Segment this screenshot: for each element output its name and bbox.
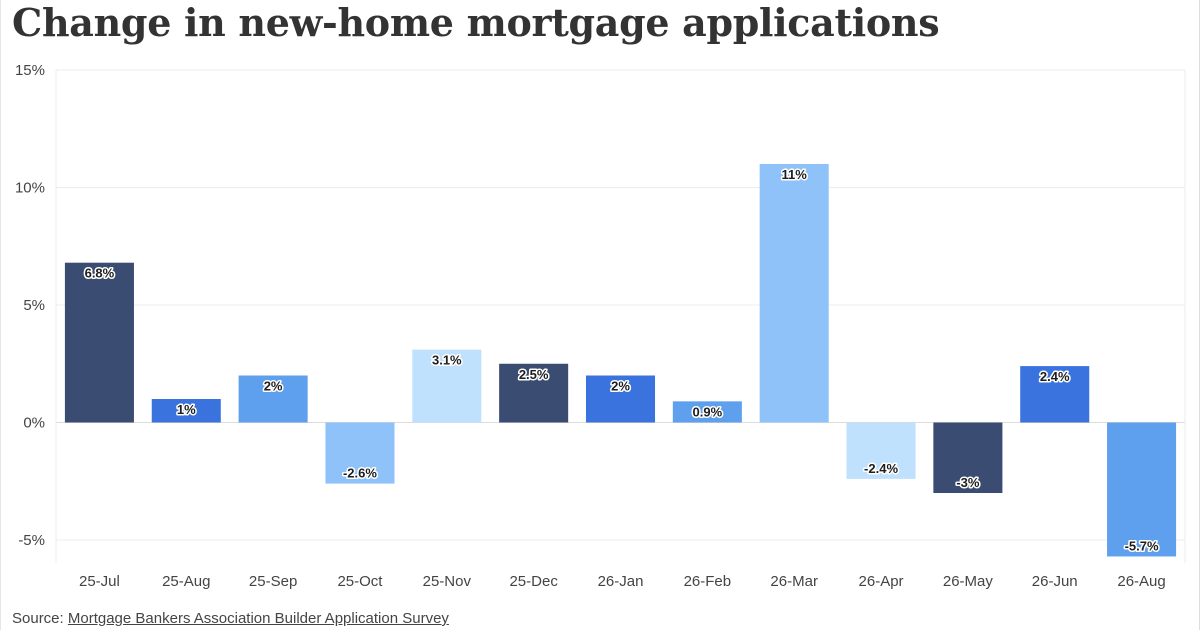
chart-title: Change in new-home mortgage applications — [12, 0, 940, 45]
bar-25-Nov — [412, 349, 482, 423]
source-link[interactable]: Mortgage Bankers Association Builder App… — [67, 610, 449, 627]
x-tick-label: 25-Aug — [162, 573, 210, 590]
left-border — [0, 0, 1, 630]
bar-25-Aug — [151, 399, 221, 423]
x-tick-label: 25-Nov — [423, 573, 472, 590]
data-labels: 6.8% 1% 2% -2.6% 3.1% 2.5% 2% 0.9% 11% -2.4% -3% 2.… — [83, 166, 1160, 555]
data-label: 6.8% — [85, 266, 115, 281]
data-label: -2.6% — [343, 466, 377, 481]
x-tick-label: 26-Jun — [1032, 573, 1078, 590]
data-label: 3.1% — [432, 353, 462, 368]
y-axis-ticks: 15% 10% 5% 0% -5% — [15, 62, 45, 549]
x-tick-label: 26-Apr — [859, 573, 904, 590]
bar-chart: 15% 10% 5% 0% -5% 6.8% 1% 2% -2.6% 3.1% 2.5% 2% 0.9… — [15, 62, 1186, 590]
bar-26-Aug — [1107, 422, 1177, 557]
y-tick-label: 0% — [23, 415, 45, 432]
y-tick-label: 5% — [23, 297, 45, 314]
data-label: 2.4% — [1040, 369, 1070, 384]
bar-25-Oct — [325, 422, 395, 484]
x-tick-label: 26-May — [943, 573, 994, 590]
bar-26-May — [933, 422, 1003, 493]
x-tick-label: 26-Feb — [684, 573, 732, 590]
bar-26-Jan — [585, 375, 656, 423]
data-label: 2.5% — [519, 367, 549, 382]
bar-25-Dec — [499, 363, 569, 423]
y-tick-label: 10% — [15, 180, 45, 197]
data-label: -3% — [956, 475, 980, 490]
x-axis-ticks: 25-Jul 25-Aug 25-Sep 25-Oct 25-Nov 25-Dec 26-J… — [79, 573, 1166, 590]
bar-26-Apr — [846, 422, 916, 479]
y-tick-label: -5% — [18, 532, 45, 549]
x-tick-label: 26-Aug — [1117, 573, 1165, 590]
bars — [64, 164, 1177, 557]
y-tick-label: 15% — [15, 62, 45, 79]
data-label: 0.9% — [693, 404, 723, 419]
source-prefix: Source: — [12, 610, 68, 627]
x-tick-label: 26-Mar — [770, 573, 818, 590]
bar-26-Mar — [759, 164, 829, 423]
data-label: -2.4% — [864, 461, 898, 476]
data-label: 2% — [264, 379, 283, 394]
data-label: -5.7% — [1125, 538, 1159, 553]
source-note: Source: Mortgage Bankers Association Bui… — [12, 610, 449, 627]
gridlines — [55, 69, 1186, 563]
bar-25-Sep — [238, 375, 308, 423]
x-tick-label: 26-Jan — [598, 573, 644, 590]
bar-25-Jul — [64, 262, 134, 423]
x-tick-label: 25-Dec — [509, 573, 558, 590]
data-label: 11% — [782, 167, 808, 182]
bar-26-Feb — [672, 401, 742, 423]
x-tick-label: 25-Oct — [337, 573, 383, 590]
data-label: 2% — [611, 379, 630, 394]
x-tick-label: 25-Jul — [79, 573, 120, 590]
data-label: 1% — [177, 402, 196, 417]
bar-26-Jun — [1020, 366, 1090, 423]
x-tick-label: 25-Sep — [249, 573, 297, 590]
